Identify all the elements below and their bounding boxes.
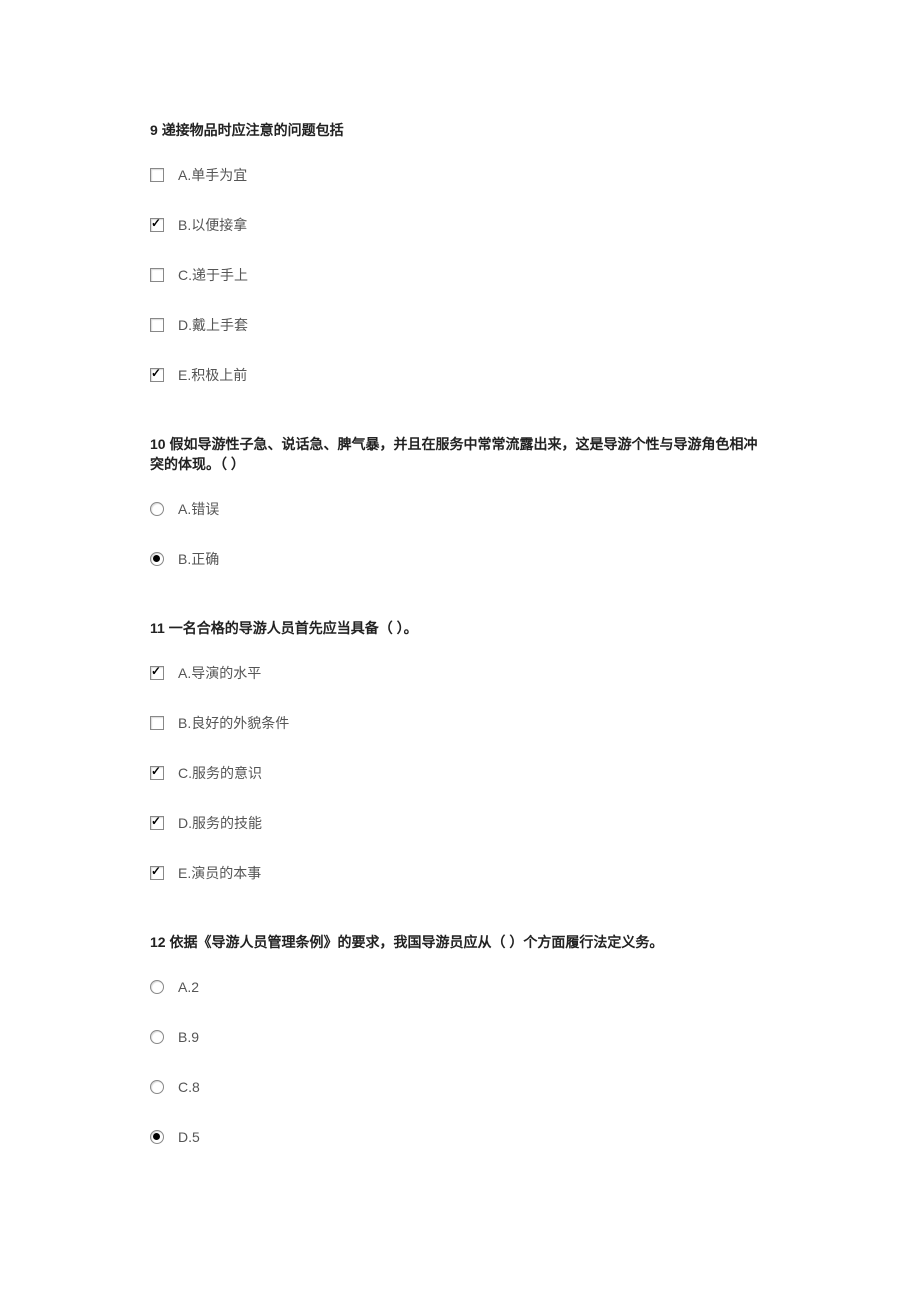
option-label: B.良好的外貌条件 [178, 712, 289, 734]
option-d[interactable]: D.戴上手套 [150, 314, 770, 336]
question-text: 递接物品时应注意的问题包括 [162, 122, 344, 138]
question-title: 11 一名合格的导游人员首先应当具备（ ）。 [150, 618, 770, 638]
option-label: B.9 [178, 1026, 199, 1048]
option-c[interactable]: C.递于手上 [150, 264, 770, 286]
checkbox-icon[interactable] [150, 368, 164, 382]
option-b[interactable]: B.以便接拿 [150, 214, 770, 236]
question-text: 一名合格的导游人员首先应当具备（ ）。 [169, 620, 418, 636]
option-label: D.服务的技能 [178, 812, 262, 834]
radio-icon[interactable] [150, 1030, 164, 1044]
option-label: A.导演的水平 [178, 662, 261, 684]
option-label: D.5 [178, 1126, 200, 1148]
option-label: C.8 [178, 1076, 200, 1098]
option-a[interactable]: A.导演的水平 [150, 662, 770, 684]
question-title: 9 递接物品时应注意的问题包括 [150, 120, 770, 140]
checkbox-icon[interactable] [150, 766, 164, 780]
option-b[interactable]: B.正确 [150, 548, 770, 570]
option-c[interactable]: C.服务的意识 [150, 762, 770, 784]
option-label: D.戴上手套 [178, 314, 248, 336]
quiz-page: 9 递接物品时应注意的问题包括 A.单手为宜 B.以便接拿 C.递于手上 D.戴… [0, 0, 920, 1256]
checkbox-icon[interactable] [150, 716, 164, 730]
question-text: 依据《导游人员管理条例》的要求，我国导游员应从（ ）个方面履行法定义务。 [169, 934, 663, 950]
radio-icon[interactable] [150, 552, 164, 566]
question-9: 9 递接物品时应注意的问题包括 A.单手为宜 B.以便接拿 C.递于手上 D.戴… [150, 120, 770, 386]
option-label: E.积极上前 [178, 364, 247, 386]
option-label: A.2 [178, 976, 199, 998]
option-b[interactable]: B.良好的外貌条件 [150, 712, 770, 734]
option-label: A.单手为宜 [178, 164, 247, 186]
checkbox-icon[interactable] [150, 666, 164, 680]
question-10: 10 假如导游性子急、说话急、脾气暴，并且在服务中常常流露出来，这是导游个性与导… [150, 434, 770, 570]
radio-icon[interactable] [150, 980, 164, 994]
option-e[interactable]: E.积极上前 [150, 364, 770, 386]
question-number: 12 [150, 934, 166, 950]
option-e[interactable]: E.演员的本事 [150, 862, 770, 884]
option-label: A.错误 [178, 498, 219, 520]
checkbox-icon[interactable] [150, 318, 164, 332]
option-label: E.演员的本事 [178, 862, 261, 884]
option-b[interactable]: B.9 [150, 1026, 770, 1048]
question-12: 12 依据《导游人员管理条例》的要求，我国导游员应从（ ）个方面履行法定义务。 … [150, 932, 770, 1148]
option-a[interactable]: A.2 [150, 976, 770, 998]
question-number: 9 [150, 122, 158, 138]
question-text: 假如导游性子急、说话急、脾气暴，并且在服务中常常流露出来，这是导游个性与导游角色… [150, 436, 757, 472]
checkbox-icon[interactable] [150, 218, 164, 232]
radio-icon[interactable] [150, 1080, 164, 1094]
option-label: C.服务的意识 [178, 762, 262, 784]
checkbox-icon[interactable] [150, 168, 164, 182]
radio-icon[interactable] [150, 502, 164, 516]
question-11: 11 一名合格的导游人员首先应当具备（ ）。 A.导演的水平 B.良好的外貌条件… [150, 618, 770, 884]
option-c[interactable]: C.8 [150, 1076, 770, 1098]
option-d[interactable]: D.5 [150, 1126, 770, 1148]
option-a[interactable]: A.单手为宜 [150, 164, 770, 186]
checkbox-icon[interactable] [150, 268, 164, 282]
option-label: C.递于手上 [178, 264, 248, 286]
question-title: 10 假如导游性子急、说话急、脾气暴，并且在服务中常常流露出来，这是导游个性与导… [150, 434, 770, 474]
option-d[interactable]: D.服务的技能 [150, 812, 770, 834]
option-label: B.正确 [178, 548, 219, 570]
checkbox-icon[interactable] [150, 866, 164, 880]
checkbox-icon[interactable] [150, 816, 164, 830]
question-number: 10 [150, 436, 166, 452]
question-number: 11 [150, 620, 165, 636]
option-label: B.以便接拿 [178, 214, 247, 236]
question-title: 12 依据《导游人员管理条例》的要求，我国导游员应从（ ）个方面履行法定义务。 [150, 932, 770, 952]
option-a[interactable]: A.错误 [150, 498, 770, 520]
radio-icon[interactable] [150, 1130, 164, 1144]
